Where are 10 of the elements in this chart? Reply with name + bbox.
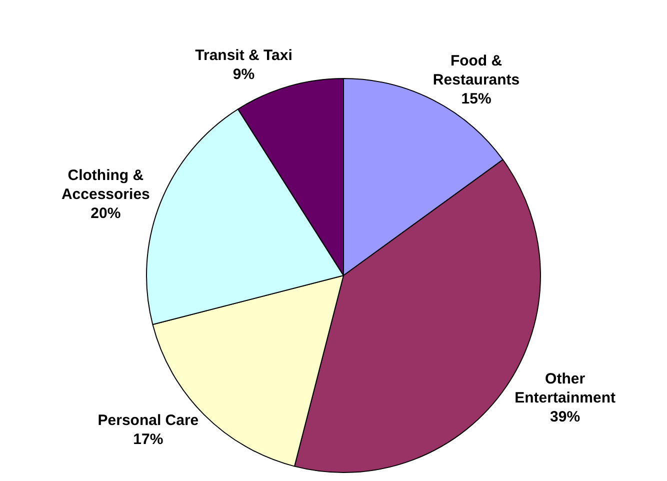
data-label: 20% [90, 205, 121, 222]
data-label: 15% [461, 90, 492, 108]
slice-label: Food & Restaurants [432, 52, 520, 89]
data-label: 39% [550, 408, 580, 426]
data-label: 17% [133, 430, 164, 448]
slice-label: Personal Care [98, 412, 199, 429]
slice-label: Transit & Taxi [195, 46, 292, 64]
slice-label: Clothing & Accessories [61, 167, 150, 204]
slice-label: Other Entertainment [514, 370, 616, 407]
data-label: 9% [232, 66, 255, 83]
